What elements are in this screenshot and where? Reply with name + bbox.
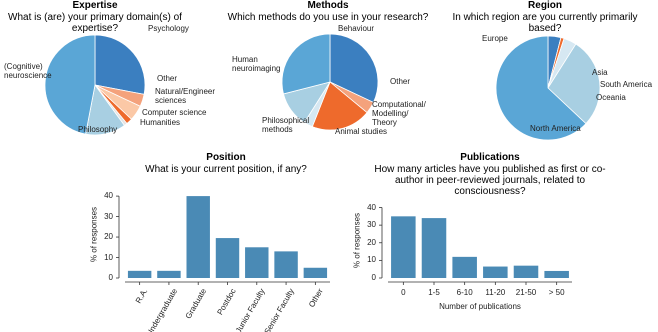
x-tick-label: 1-5 bbox=[428, 288, 440, 297]
bar bbox=[157, 270, 181, 278]
slice-label: Natural/Engineer sciences bbox=[155, 87, 216, 105]
y-tick-label: 30 bbox=[367, 220, 376, 230]
bar bbox=[452, 256, 477, 278]
slice-label: Animal studies bbox=[335, 127, 388, 136]
slice-label: Other bbox=[157, 74, 178, 83]
slice-label: South America bbox=[600, 80, 653, 89]
chart-title: Region bbox=[528, 0, 562, 11]
y-tick-label: 10 bbox=[367, 255, 376, 265]
y-tick-label: 0 bbox=[108, 273, 113, 282]
y-tick-label: 20 bbox=[104, 232, 113, 242]
pie-slice bbox=[44, 34, 96, 135]
bar bbox=[391, 216, 416, 278]
bar bbox=[544, 270, 569, 278]
bar bbox=[513, 265, 539, 278]
x-axis-label: Number of publications bbox=[439, 302, 521, 311]
slice-label: Computer science bbox=[142, 108, 207, 117]
y-tick-label: 30 bbox=[104, 211, 113, 221]
y-tick-label: 0 bbox=[371, 273, 376, 282]
bar bbox=[274, 251, 298, 278]
y-tick-label: 40 bbox=[104, 191, 113, 201]
slice-label: Other bbox=[390, 77, 411, 86]
pie-slice bbox=[495, 35, 587, 141]
pie-slice bbox=[311, 81, 368, 131]
x-tick-label: > 50 bbox=[548, 288, 565, 297]
y-tick-label: 20 bbox=[367, 237, 376, 247]
bar bbox=[215, 238, 240, 278]
x-tick-label: 11-20 bbox=[485, 288, 506, 297]
x-tick-label: 0 bbox=[401, 288, 406, 297]
chart-subtitle: In which region are you currently primar… bbox=[452, 12, 638, 34]
bar bbox=[421, 218, 447, 278]
y-axis-label: % of responses bbox=[352, 212, 362, 269]
bar bbox=[303, 267, 328, 278]
y-tick-label: 40 bbox=[367, 202, 376, 212]
chart-subtitle: What is (are) your primary domain(s) of … bbox=[8, 12, 182, 34]
slice-label: North America bbox=[530, 124, 581, 133]
chart-title: Expertise bbox=[72, 0, 118, 11]
slice-label: Europe bbox=[482, 34, 508, 43]
slice-label: Philosophy bbox=[78, 125, 118, 134]
slice-label: Philosophical methods bbox=[262, 116, 310, 134]
bar bbox=[127, 270, 152, 278]
slice-label: Humanities bbox=[140, 118, 181, 127]
pie-slice bbox=[281, 33, 331, 95]
x-tick-label: 6-10 bbox=[456, 288, 473, 297]
pie-slice bbox=[547, 43, 601, 125]
slice-label: Computational/ Modelling/ Theory bbox=[372, 100, 426, 127]
chart-subtitle: What is your current position, if any? bbox=[145, 164, 307, 175]
chart-subtitle: Which methods do you use in your researc… bbox=[227, 12, 429, 23]
slice-label: Asia bbox=[592, 68, 608, 77]
slice-label: Psychology bbox=[148, 24, 189, 33]
chart-title: Methods bbox=[307, 0, 349, 11]
y-tick-label: 10 bbox=[104, 252, 113, 262]
chart-subtitle: How many articles have you published as … bbox=[374, 164, 606, 197]
bar bbox=[245, 247, 269, 278]
bar bbox=[186, 196, 210, 278]
slice-label: Oceania bbox=[596, 93, 626, 102]
slice-label: Human neuroimaging bbox=[232, 55, 281, 73]
y-axis-label: % of responses bbox=[89, 206, 99, 263]
pie-slice bbox=[329, 33, 379, 103]
bar bbox=[483, 266, 508, 278]
chart-title: Publications bbox=[460, 152, 520, 163]
slice-label: Behaviour bbox=[338, 24, 375, 33]
chart-title: Position bbox=[206, 152, 246, 163]
slice-label: (Cognitive) neuroscience bbox=[4, 62, 52, 80]
x-tick-label: 21-50 bbox=[515, 288, 537, 297]
pie-slice bbox=[94, 34, 146, 95]
